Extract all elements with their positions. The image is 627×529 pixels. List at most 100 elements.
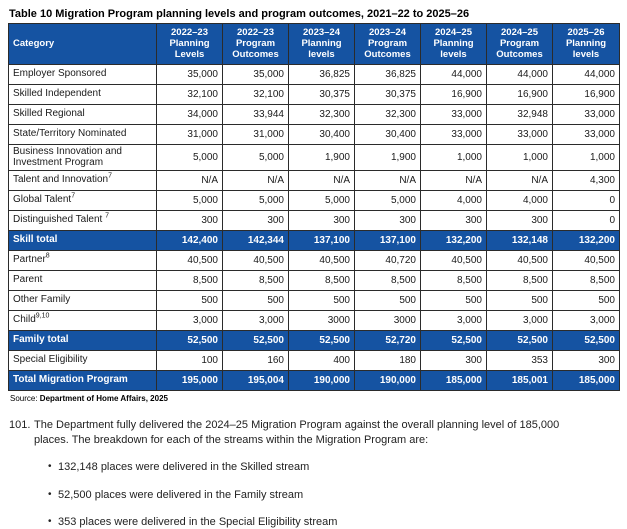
- value-cell: 500: [552, 289, 620, 311]
- table-row: Business Innovation and Investment Progr…: [8, 143, 620, 171]
- table-header: Category 2022–23 Planning Levels 2022–23 P…: [8, 23, 620, 65]
- value-cell: 3000: [288, 309, 355, 331]
- table-row-total: Total Migration Program 195,000 195,004 190…: [8, 369, 620, 391]
- table-row: State/Territory Nominated 31,000 31,000 30,…: [8, 123, 620, 145]
- category-cell: State/Territory Nominated: [8, 123, 157, 145]
- category-label: Other Family: [13, 294, 71, 306]
- category-label: Employer Sponsored: [13, 68, 107, 80]
- value-cell: 8,500: [156, 269, 223, 291]
- value-cell: 52,500: [222, 329, 289, 351]
- table-row-total: Family total 52,500 52,500 52,500 52,720 52,5…: [8, 329, 620, 351]
- value-cell: N/A: [354, 169, 421, 191]
- category-label: Child: [13, 314, 36, 326]
- value-cell: 35,000: [156, 63, 223, 85]
- value-cell: 1,900: [354, 143, 421, 171]
- category-cell: Other Family: [8, 289, 157, 311]
- list-item: • 353 places were delivered in the Specia…: [8, 515, 620, 529]
- value-cell: 142,400: [156, 229, 223, 251]
- value-cell: 34,000: [156, 103, 223, 125]
- value-cell: 31,000: [156, 123, 223, 145]
- value-cell: 300: [156, 209, 223, 231]
- value-cell: 132,200: [552, 229, 620, 251]
- value-cell: 195,000: [156, 369, 223, 391]
- category-cell: Talent and Innovation7: [8, 169, 157, 191]
- list-item: • 132,148 places were delivered in the Sk…: [8, 460, 620, 474]
- value-cell: 52,500: [288, 329, 355, 351]
- category-label: Skilled Independent: [13, 88, 101, 100]
- value-cell: 190,000: [354, 369, 421, 391]
- value-cell: 185,000: [420, 369, 487, 391]
- value-cell: 0: [552, 189, 620, 211]
- value-cell: 8,500: [288, 269, 355, 291]
- value-cell: 33,000: [552, 103, 620, 125]
- value-cell: 44,000: [486, 63, 553, 85]
- table-title: Table 10 Migration Program planning leve…: [9, 8, 470, 20]
- value-cell: 32,100: [222, 83, 289, 105]
- value-cell: 32,300: [288, 103, 355, 125]
- value-cell: 32,100: [156, 83, 223, 105]
- value-cell: 1,000: [486, 143, 553, 171]
- table-row-total: Skill total 142,400 142,344 137,100 137,100 1…: [8, 229, 620, 251]
- value-cell: 30,400: [288, 123, 355, 145]
- value-cell: 1,000: [552, 143, 620, 171]
- column-header: 2022–23 Planning Levels: [156, 23, 223, 65]
- value-cell: 353: [486, 349, 553, 371]
- value-cell: 3000: [354, 309, 421, 331]
- table-row: Parent 8,500 8,500 8,500 8,500 8,500 8,500 8,50…: [8, 269, 620, 291]
- footnote-superscript: 7: [108, 173, 112, 181]
- value-cell: 5,000: [288, 189, 355, 211]
- footnote-superscript: 7: [105, 213, 110, 221]
- value-cell: N/A: [288, 169, 355, 191]
- category-label: Family total: [13, 334, 69, 346]
- value-cell: 5,000: [222, 143, 289, 171]
- value-cell: 500: [222, 289, 289, 311]
- value-cell: 36,825: [288, 63, 355, 85]
- table-row: Skilled Independent 32,100 32,100 30,375 30,…: [8, 83, 620, 105]
- column-header: 2025–26 Planning levels: [552, 23, 620, 65]
- value-cell: 8,500: [552, 269, 620, 291]
- footnote-superscript: 8: [45, 253, 50, 261]
- value-cell: 1,900: [288, 143, 355, 171]
- category-label: Partner: [13, 254, 46, 266]
- value-cell: 5,000: [222, 189, 289, 211]
- value-cell: 100: [156, 349, 223, 371]
- value-cell: 30,375: [354, 83, 421, 105]
- value-cell: 35,000: [222, 63, 289, 85]
- source-line: Source: Department of Home Affairs, 2025: [10, 394, 620, 403]
- value-cell: 16,900: [486, 83, 553, 105]
- category-cell: Global Talent7: [8, 189, 157, 211]
- value-cell: 195,004: [222, 369, 289, 391]
- category-label: Special Eligibility: [13, 354, 88, 366]
- value-cell: 5,000: [156, 189, 223, 211]
- value-cell: 4,300: [552, 169, 620, 191]
- value-cell: 300: [486, 209, 553, 231]
- value-cell: 52,500: [420, 329, 487, 351]
- value-cell: 44,000: [420, 63, 487, 85]
- table-row: Special Eligibility 100 160 400 180 300 353 300: [8, 349, 620, 371]
- value-cell: 52,500: [156, 329, 223, 351]
- value-cell: 185,000: [552, 369, 620, 391]
- value-cell: 33,000: [420, 103, 487, 125]
- value-cell: 137,100: [288, 229, 355, 251]
- category-cell: Distinguished Talent 7: [8, 209, 157, 231]
- bullet-icon: •: [48, 461, 52, 473]
- value-cell: N/A: [420, 169, 487, 191]
- value-cell: 300: [222, 209, 289, 231]
- category-cell: Skill total: [8, 229, 157, 251]
- stream-bullet-list: • 132,148 places were delivered in the Sk…: [8, 460, 620, 529]
- table-row: Distinguished Talent 7 300 300 300 300 300 300…: [8, 209, 620, 231]
- value-cell: 36,825: [354, 63, 421, 85]
- value-cell: 500: [354, 289, 421, 311]
- value-cell: 185,001: [486, 369, 553, 391]
- category-label: Skilled Regional: [13, 108, 85, 120]
- value-cell: 40,500: [156, 249, 223, 271]
- value-cell: 300: [420, 349, 487, 371]
- category-cell: Family total: [8, 329, 157, 351]
- value-cell: 500: [156, 289, 223, 311]
- value-cell: 44,000: [552, 63, 620, 85]
- value-cell: 500: [486, 289, 553, 311]
- bullet-text: 132,148 places were delivered in the Ski…: [58, 461, 310, 474]
- footnote-superscript: 7: [71, 193, 76, 201]
- value-cell: 3,000: [486, 309, 553, 331]
